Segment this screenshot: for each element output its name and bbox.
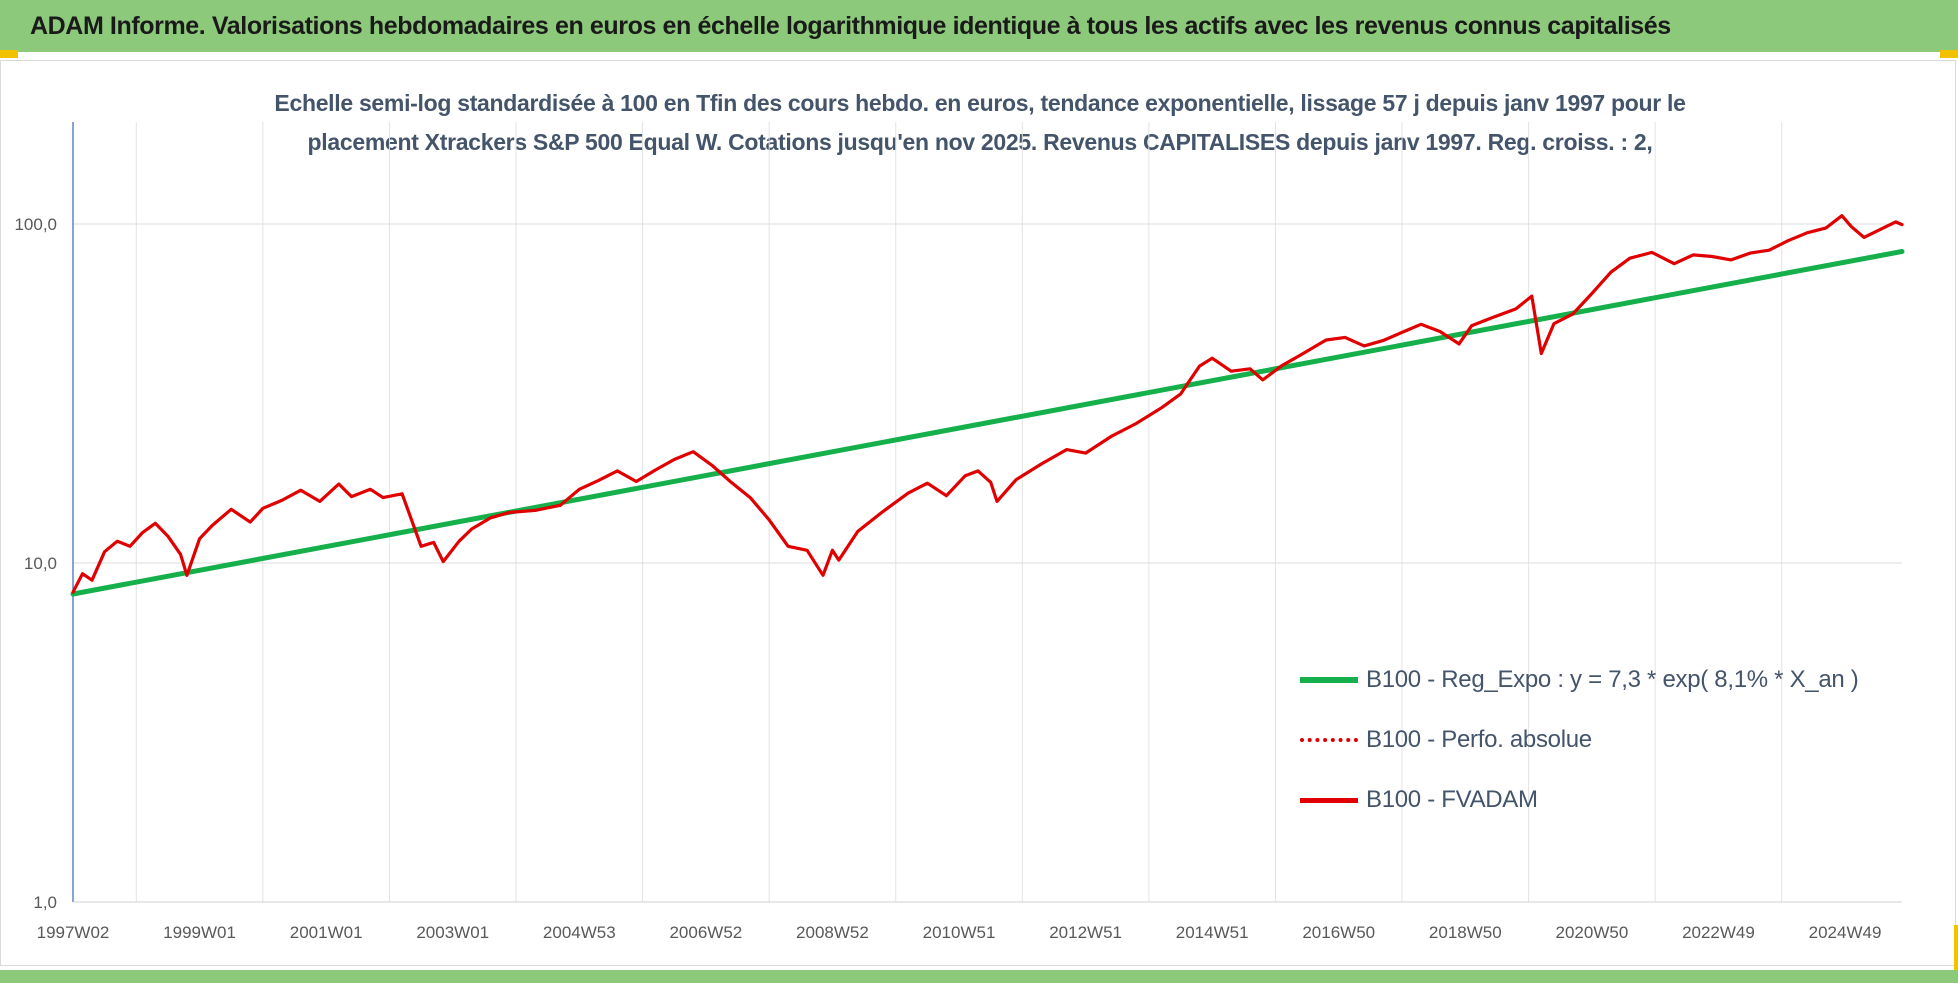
x-tick-label: 2024W49 [1809, 923, 1882, 942]
y-tick-label: 1,0 [33, 893, 57, 912]
x-tick-label: 2020W50 [1556, 923, 1629, 942]
series-line-fvadam [71, 214, 1904, 594]
x-tick-label: 1997W02 [37, 923, 110, 942]
y-tick-label: 100,0 [14, 215, 57, 234]
x-tick-label: 2006W52 [669, 923, 742, 942]
x-tick-label: 2018W50 [1429, 923, 1502, 942]
legend-item-fvadam: B100 - FVADAM [1300, 770, 1859, 830]
series-line-reg-expo [70, 249, 1905, 597]
y-tick-label: 10,0 [24, 554, 57, 573]
x-tick-label: 2004W53 [543, 923, 616, 942]
y-axis: 1,0 10,0 100,0 [14, 122, 74, 912]
vertical-gridlines [135, 122, 1783, 902]
x-tick-label: 2001W01 [290, 923, 363, 942]
banner-title: ADAM Informe. Valorisations hebdomadaire… [0, 0, 1958, 52]
legend-item-perfo-absolue: B100 - Perfo. absolue [1300, 710, 1859, 770]
chart-frame [0, 60, 1956, 966]
legend-label-reg-expo: B100 - Reg_Expo : y = 7,3 * exp( 8,1% * … [1366, 666, 1859, 693]
x-axis: 1997W02 1999W01 2001W01 2003W01 2004W53 2006W… [37, 901, 1902, 942]
legend-label-fvadam: B100 - FVADAM [1366, 786, 1538, 813]
x-tick-label: 2003W01 [416, 923, 489, 942]
x-tick-label: 2010W51 [923, 923, 996, 942]
corner-marker-bottom-right [1954, 925, 1958, 975]
legend-swatch-reg-expo [1300, 677, 1358, 683]
bottom-band [0, 970, 1958, 983]
x-tick-label: 2012W51 [1049, 923, 1122, 942]
chart-title-line-2: placement Xtrackers S&P 500 Equal W. Cot… [307, 129, 1653, 155]
series-layer [70, 214, 1905, 597]
legend-label-perfo-absolue: B100 - Perfo. absolue [1366, 726, 1592, 753]
chart-title-line-1: Echelle semi-log standardisée à 100 en T… [274, 90, 1686, 116]
corner-marker-top-left [0, 50, 18, 58]
legend-swatch-fvadam [1300, 797, 1358, 803]
x-tick-label: 2022W49 [1682, 923, 1755, 942]
x-tick-label: 1999W01 [163, 923, 236, 942]
x-tick-label: 2008W52 [796, 923, 869, 942]
x-tick-label: 2016W50 [1302, 923, 1375, 942]
legend: B100 - Reg_Expo : y = 7,3 * exp( 8,1% * … [1300, 650, 1859, 830]
legend-item-reg-expo: B100 - Reg_Expo : y = 7,3 * exp( 8,1% * … [1300, 650, 1859, 710]
chart-title: Echelle semi-log standardisée à 100 en T… [200, 84, 1760, 162]
legend-swatch-perfo-absolue [1300, 738, 1358, 742]
corner-marker-top-right [1940, 50, 1958, 58]
x-tick-label: 2014W51 [1176, 923, 1249, 942]
